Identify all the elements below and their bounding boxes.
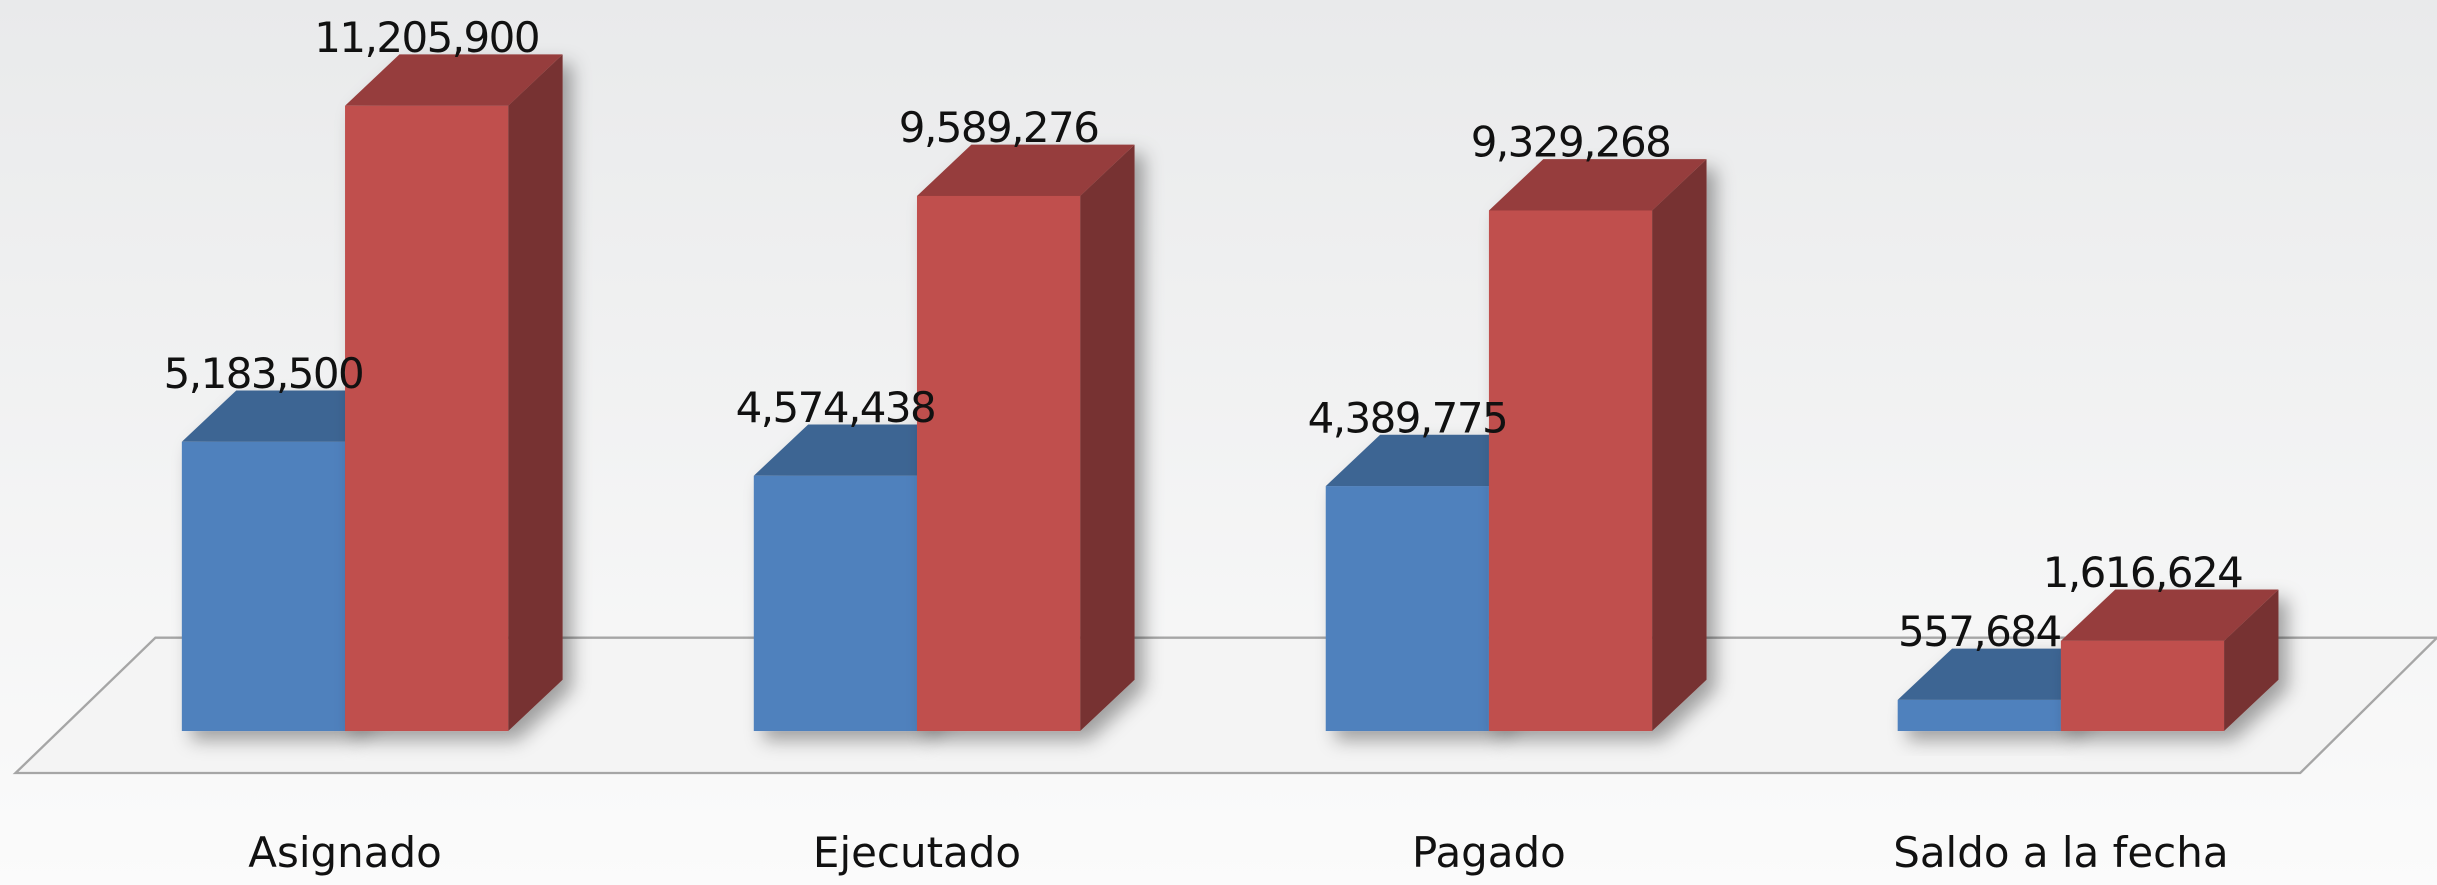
bar-front <box>181 441 346 732</box>
value-label: 11,205,900 <box>314 13 539 62</box>
value-label: 9,589,276 <box>899 103 1099 152</box>
bar <box>916 144 1135 732</box>
value-label: 4,574,438 <box>736 383 936 432</box>
bar-side <box>508 54 563 732</box>
bar-top <box>2060 589 2279 641</box>
bar <box>1488 159 1707 732</box>
x-tick-label: Saldo a la fecha <box>1893 828 2228 877</box>
floor <box>12 636 2437 775</box>
bar-front <box>2060 640 2225 732</box>
x-tick-label: Pagado <box>1412 828 1566 877</box>
bar-side <box>1652 159 1707 732</box>
bar <box>2060 589 2279 732</box>
bar-front <box>345 105 509 732</box>
value-label: 5,183,500 <box>164 349 364 398</box>
x-tick-label: Ejecutado <box>813 828 1021 877</box>
bar-front <box>1325 486 1489 732</box>
bars <box>181 54 2279 732</box>
value-label: 1,616,624 <box>2043 548 2243 597</box>
value-label: 557,684 <box>1898 607 2061 656</box>
bar-front <box>1488 210 1653 732</box>
bar-side <box>1080 144 1135 732</box>
bar-side <box>2224 589 2279 732</box>
bar-front <box>916 195 1081 732</box>
bar-front <box>1897 699 2061 732</box>
value-label: 9,329,268 <box>1471 118 1671 167</box>
bar <box>345 54 563 732</box>
bar-top <box>1488 159 1707 211</box>
bar-top <box>916 144 1135 196</box>
bar-front <box>753 475 917 732</box>
bar-top <box>345 54 563 106</box>
labels: Asignado 5,183,500 11,205,900 Ejecutado 4,57… <box>164 13 2244 877</box>
x-tick-label: Asignado <box>248 828 441 877</box>
bar-top <box>181 390 400 442</box>
value-label: 4,389,775 <box>1308 393 1508 442</box>
